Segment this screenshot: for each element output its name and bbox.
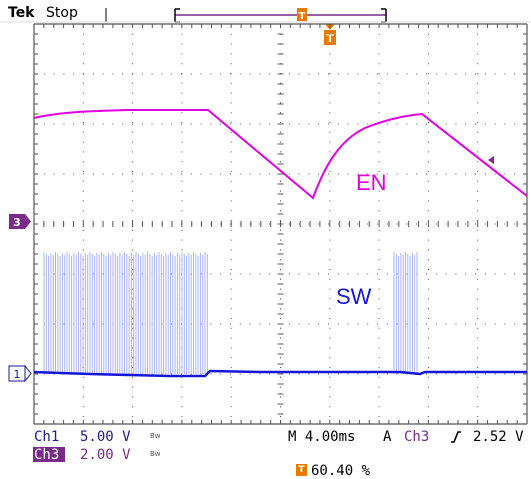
ch3-scale[interactable]: 2.00 V bbox=[80, 447, 131, 463]
ch1-bandwidth-icon: Bw bbox=[150, 432, 161, 440]
trigger-mode[interactable]: A bbox=[383, 429, 392, 445]
ch1-scale[interactable]: 5.00 V bbox=[80, 429, 131, 445]
brand-logo: Tek bbox=[8, 5, 35, 21]
svg-text:T: T bbox=[326, 32, 334, 45]
ch3-tag bbox=[33, 447, 65, 462]
trigger-T-icon: T bbox=[296, 464, 307, 476]
ch1-ground-marker[interactable]: 1 bbox=[8, 364, 32, 383]
svg-text:3: 3 bbox=[13, 216, 21, 229]
ch3-ground-marker[interactable]: 3 bbox=[9, 214, 31, 229]
trigger-level[interactable]: 2.52 V bbox=[473, 429, 524, 445]
ch3-bandwidth-icon: Bw bbox=[150, 450, 161, 458]
sw-waveform bbox=[33, 369, 527, 378]
trigger-position[interactable]: 60.40 % bbox=[311, 463, 371, 479]
sw-label: SW bbox=[336, 284, 372, 309]
svg-text:1: 1 bbox=[14, 368, 21, 381]
trigger-channel[interactable]: Ch3 bbox=[404, 429, 430, 445]
sw-waveform-bursts bbox=[43, 252, 418, 374]
ch3-name[interactable]: Ch3 bbox=[34, 447, 60, 463]
record-trigger-icon: T bbox=[297, 8, 307, 22]
svg-text:T: T bbox=[299, 11, 306, 22]
en-waveform bbox=[33, 109, 528, 200]
timebase-readout[interactable]: M 4.00ms bbox=[288, 429, 356, 445]
ch1-name[interactable]: Ch1 bbox=[34, 429, 60, 445]
left-arrow-icon bbox=[488, 156, 494, 164]
record-view-bar bbox=[174, 8, 387, 23]
acquisition-status[interactable]: Stop bbox=[46, 5, 78, 21]
en-label: EN bbox=[356, 170, 387, 195]
rising-edge-icon bbox=[451, 431, 461, 443]
